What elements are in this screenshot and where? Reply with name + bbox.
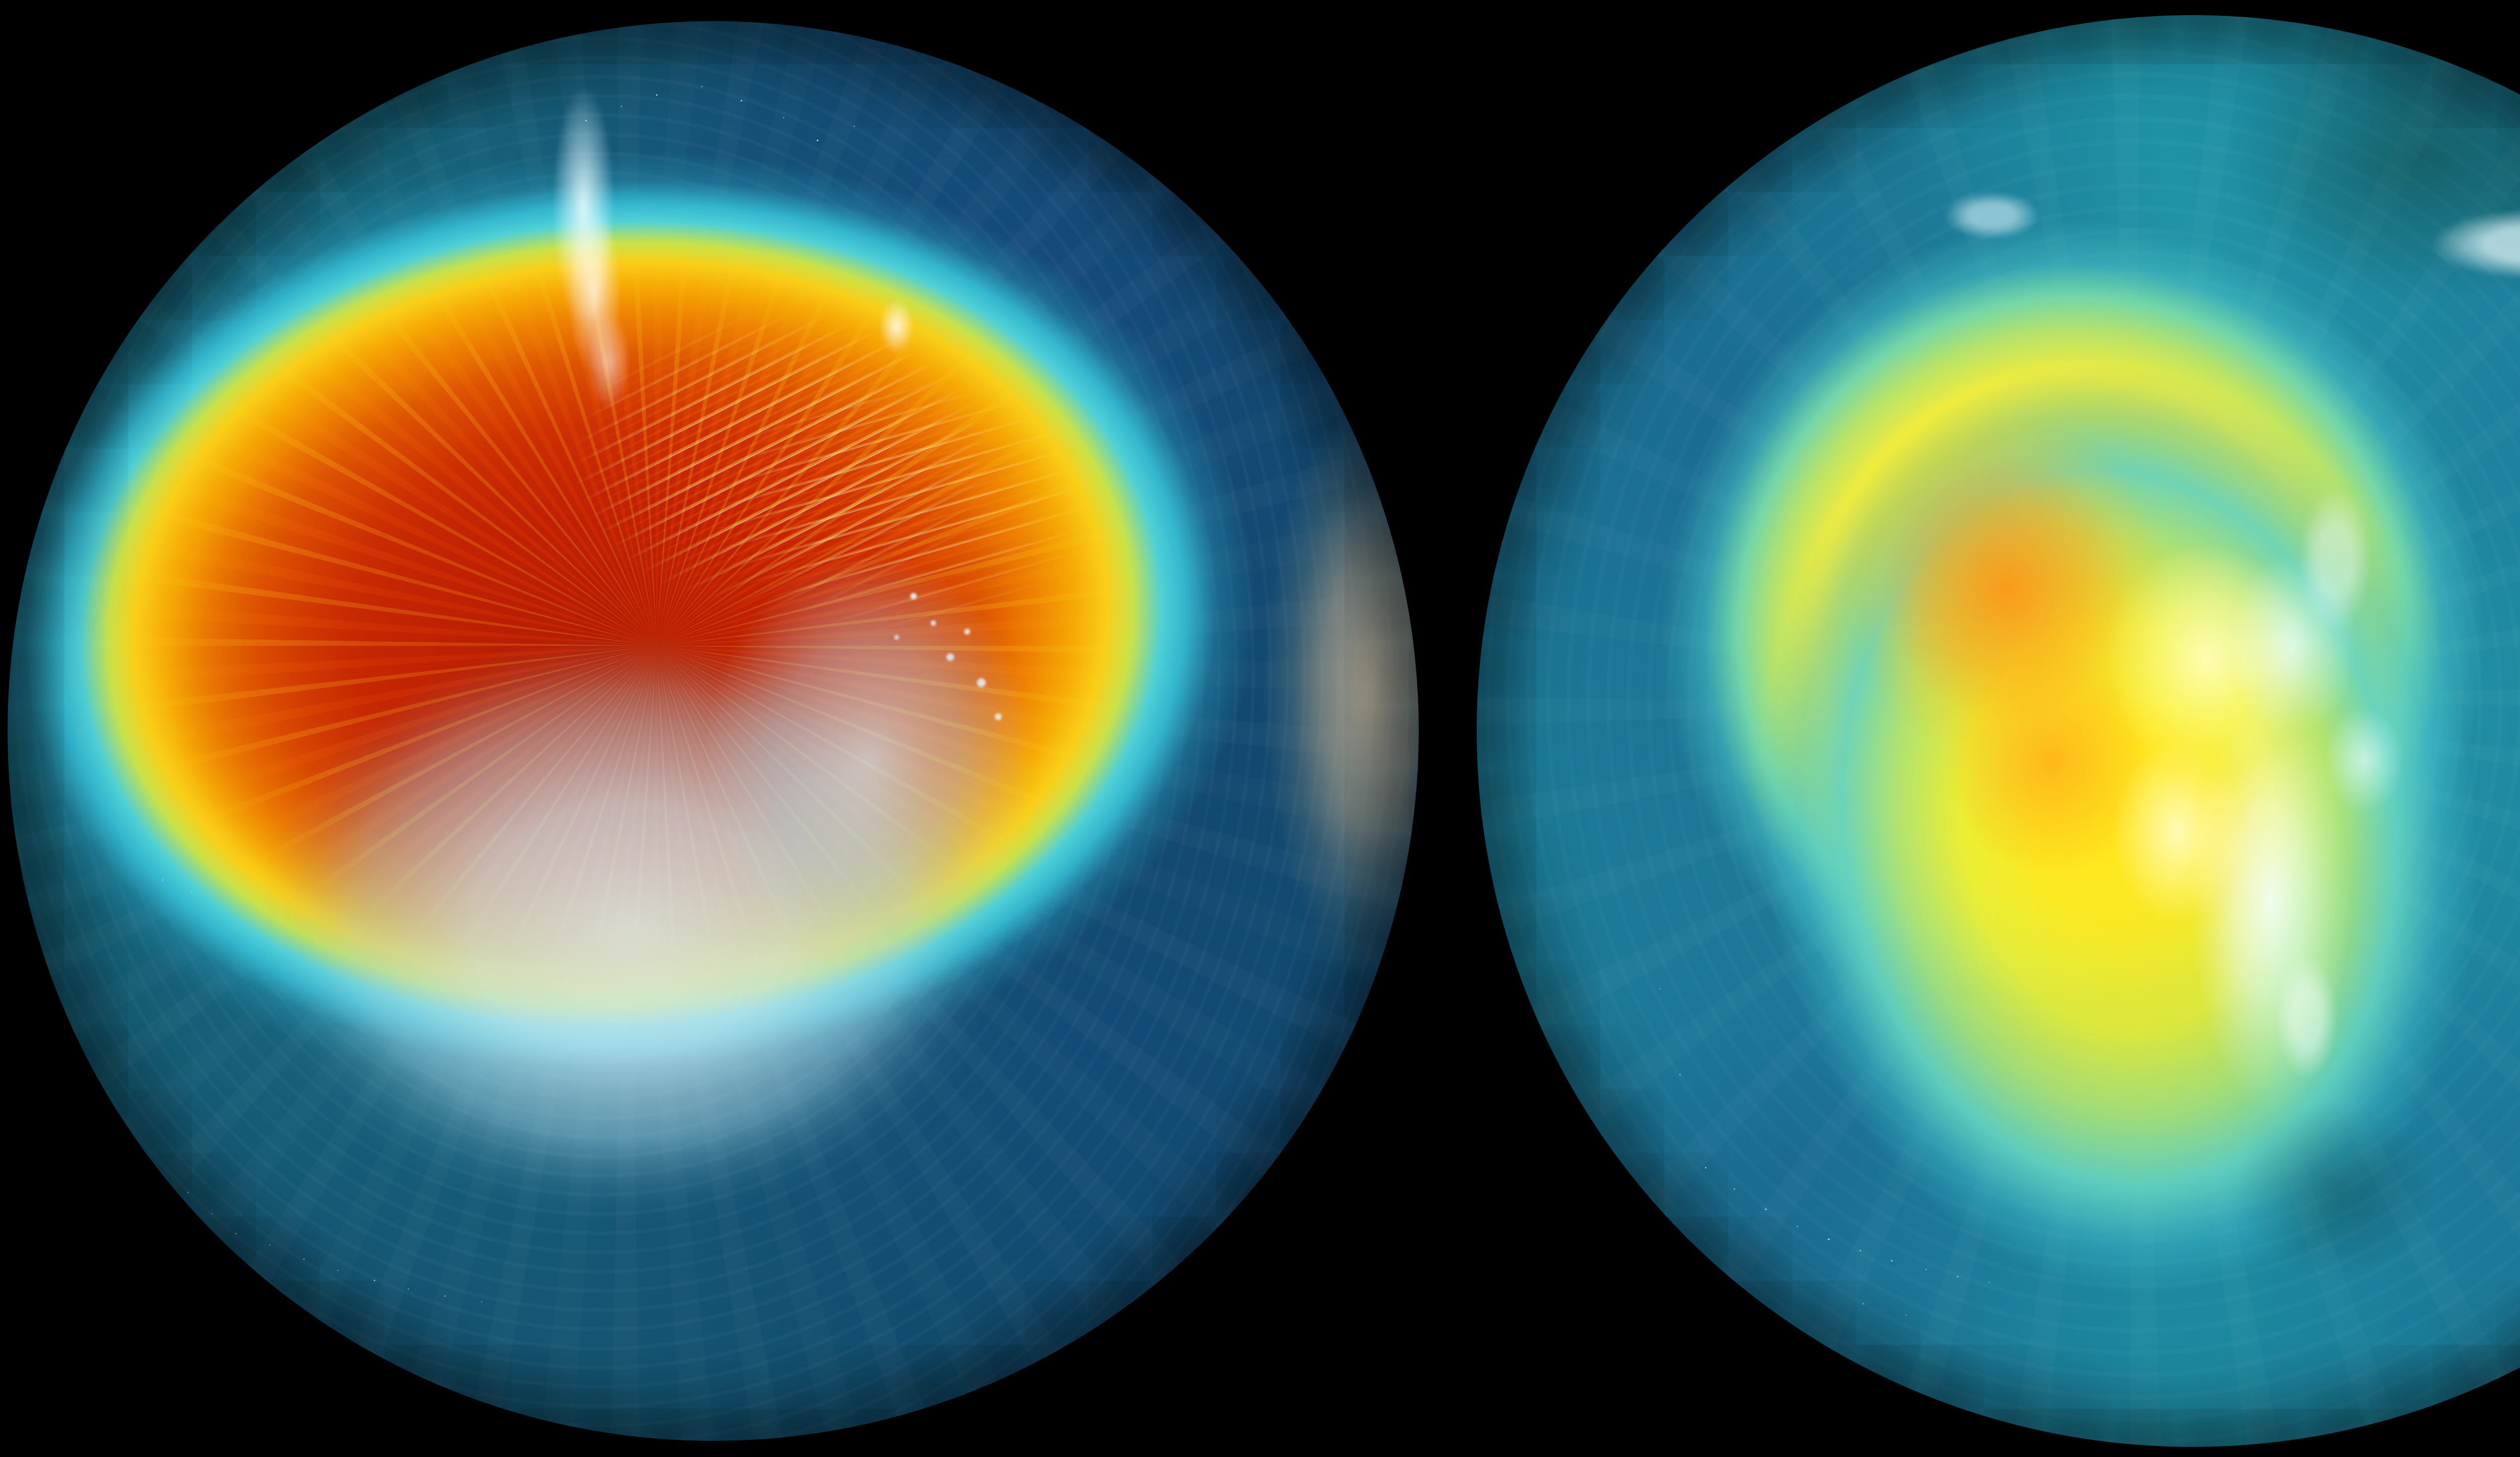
visualization-canvas: Night-side Earth with an intense red-ora… <box>0 0 2520 1457</box>
globe-right-city-lights <box>1477 15 2520 1447</box>
globe-left-city-lights <box>8 21 1419 1441</box>
globe-right[interactable]: Day-side Earth with a broad yellow-to-or… <box>1477 15 2520 1447</box>
scene-title: Dual Globe Atmospheric Visualization <box>0 0 1 1</box>
globe-left[interactable]: Night-side Earth with an intense red-ora… <box>8 21 1419 1441</box>
